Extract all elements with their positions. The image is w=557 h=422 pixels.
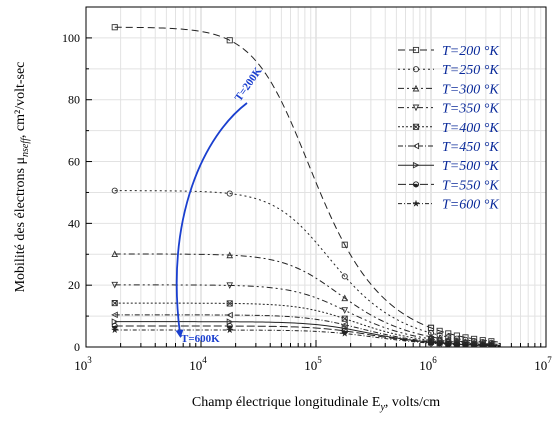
legend-entry: T=500 °K xyxy=(398,159,499,174)
data-point xyxy=(470,341,478,347)
data-point xyxy=(226,251,234,259)
y-tick-label: 0 xyxy=(74,340,80,354)
x-tick-label: 104 xyxy=(189,355,207,373)
x-axis-label: Champ électrique longitudinale Ey, volts… xyxy=(192,395,440,413)
legend-entry: T=600 °K xyxy=(398,198,499,213)
data-point xyxy=(435,339,444,347)
legend-label: T=550 °K xyxy=(442,178,499,193)
y-tick-label: 20 xyxy=(68,278,80,292)
y-tick-label: 100 xyxy=(62,31,80,45)
data-point xyxy=(453,340,461,347)
series-lines xyxy=(110,24,501,347)
legend-marker xyxy=(412,199,420,207)
data-point xyxy=(340,329,349,337)
series-line xyxy=(114,302,501,346)
legend-label: T=600 °K xyxy=(442,198,499,213)
legend-marker xyxy=(412,161,420,169)
legend-marker xyxy=(412,66,420,73)
legend-label: T=400 °K xyxy=(442,121,499,136)
legend-label: T=200 °K xyxy=(442,44,499,59)
legend-entry: T=450 °K xyxy=(398,140,499,155)
data-point xyxy=(226,282,234,290)
y-tick-label: 40 xyxy=(68,216,80,230)
data-point xyxy=(111,187,118,194)
legend-entry: T=200 °K xyxy=(398,44,499,59)
legend-marker xyxy=(412,142,420,150)
series-line xyxy=(114,253,501,345)
arrow-start-label: T=200K xyxy=(233,65,265,104)
x-tick-label: 106 xyxy=(419,355,437,373)
data-point xyxy=(487,341,496,347)
x-tick-label: 105 xyxy=(304,355,322,373)
data-point xyxy=(427,329,435,337)
data-point xyxy=(110,325,119,334)
data-point xyxy=(226,37,233,44)
data-point xyxy=(341,307,349,314)
series-line xyxy=(114,190,501,344)
data-point xyxy=(111,250,119,258)
data-point xyxy=(461,340,470,347)
y-axis-label: Mobilité des électrons μnseff, cm²/volt-… xyxy=(13,62,31,293)
legend-entry: T=550 °K xyxy=(398,178,499,193)
data-point xyxy=(226,190,233,197)
legend-label: T=450 °K xyxy=(442,140,499,155)
data-point xyxy=(111,300,118,307)
data-point xyxy=(226,300,233,307)
legend-label: T=350 °K xyxy=(442,102,499,117)
x-tick-label: 107 xyxy=(534,355,552,373)
y-tick-label: 80 xyxy=(68,93,80,107)
data-point xyxy=(341,294,349,302)
x-tick-label: 103 xyxy=(74,355,92,373)
grid xyxy=(85,6,546,348)
y-tick-label: 60 xyxy=(68,155,80,169)
data-point xyxy=(478,341,487,347)
data-point xyxy=(111,311,118,319)
data-point xyxy=(111,24,118,31)
data-point xyxy=(341,315,348,322)
data-point xyxy=(341,273,348,280)
temperature-arrow xyxy=(175,102,248,338)
legend-entry: T=350 °K xyxy=(398,102,499,117)
data-point xyxy=(341,241,348,248)
legend-marker xyxy=(412,181,420,188)
data-point xyxy=(436,327,443,334)
legend-label: T=300 °K xyxy=(442,82,499,97)
data-point xyxy=(111,281,119,289)
arrow-end-label: T=600K xyxy=(181,333,220,345)
data-point xyxy=(444,340,453,347)
legend-marker xyxy=(412,84,420,92)
legend: T=200 °K T=250 °K T=300 °K T=350 °K T=400 °K… xyxy=(398,44,499,213)
data-point xyxy=(341,321,348,329)
series-4 xyxy=(111,281,501,347)
data-point xyxy=(225,325,234,334)
data-point xyxy=(226,311,233,319)
legend-label: T=250 °K xyxy=(442,63,499,78)
series-line xyxy=(114,314,501,347)
legend-entry: T=250 °K xyxy=(398,63,499,78)
legend-marker xyxy=(412,46,420,54)
legend-marker xyxy=(412,123,420,130)
series-line xyxy=(114,284,501,346)
legend-label: T=500 °K xyxy=(442,159,499,174)
data-point xyxy=(445,330,452,337)
legend-entry: T=400 °K xyxy=(398,121,499,136)
data-point xyxy=(427,339,435,347)
legend-entry: T=300 °K xyxy=(398,82,499,97)
legend-marker xyxy=(412,104,420,112)
